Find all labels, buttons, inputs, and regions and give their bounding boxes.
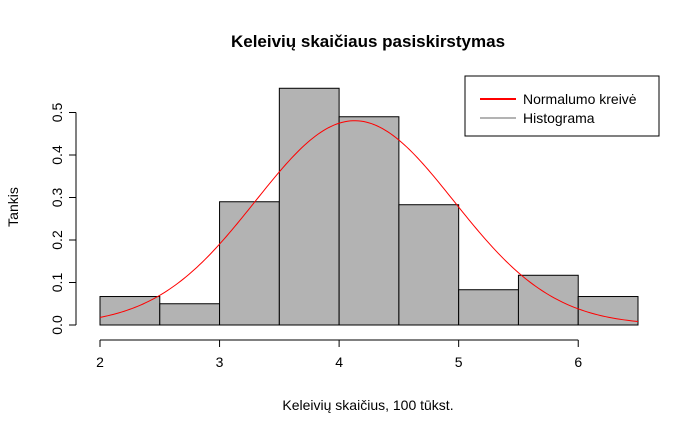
histogram-bar-3 [278,87,340,326]
legend-label-normal-curve: Normalumo kreivė [523,91,637,107]
x-tick-label-1: 3 [216,354,224,370]
histogram-bar-7 [517,274,579,326]
histogram-bar-6 [458,289,519,326]
y-tick-label-3: 0.3 [49,188,65,208]
y-tick-label-5: 0.5 [49,103,65,123]
chart-title: Keleivių skaičiaus pasiskirstymas [231,32,505,51]
x-tick-label-2: 4 [335,354,343,370]
y-tick-label-0: 0.0 [49,315,65,335]
legend-box [464,75,660,137]
histogram-bar-1 [159,303,221,326]
y-tick-label-1: 0.1 [49,273,65,293]
legend: Normalumo kreivė Histograma [464,75,660,137]
normal-curve [99,120,639,323]
y-axis-label: Tankis [5,187,21,227]
histogram-bar-0 [99,296,161,326]
x-tick-label-0: 2 [96,354,104,370]
x-axis: 2 3 4 5 6 [96,339,582,370]
legend-label-histogram: Histograma [523,110,595,126]
histogram-bar-2 [219,201,280,326]
histogram-bar-4 [338,116,400,326]
x-tick-label-4: 6 [574,354,582,370]
x-axis-label: Keleivių skaičius, 100 tūkst. [282,397,453,413]
x-tick-label-3: 5 [455,354,463,370]
y-axis: 0.0 0.1 0.2 0.3 0.4 0.5 [49,103,77,335]
y-tick-label-2: 0.2 [49,230,65,250]
histogram-bar-5 [398,204,460,326]
y-tick-label-4: 0.4 [49,145,65,165]
